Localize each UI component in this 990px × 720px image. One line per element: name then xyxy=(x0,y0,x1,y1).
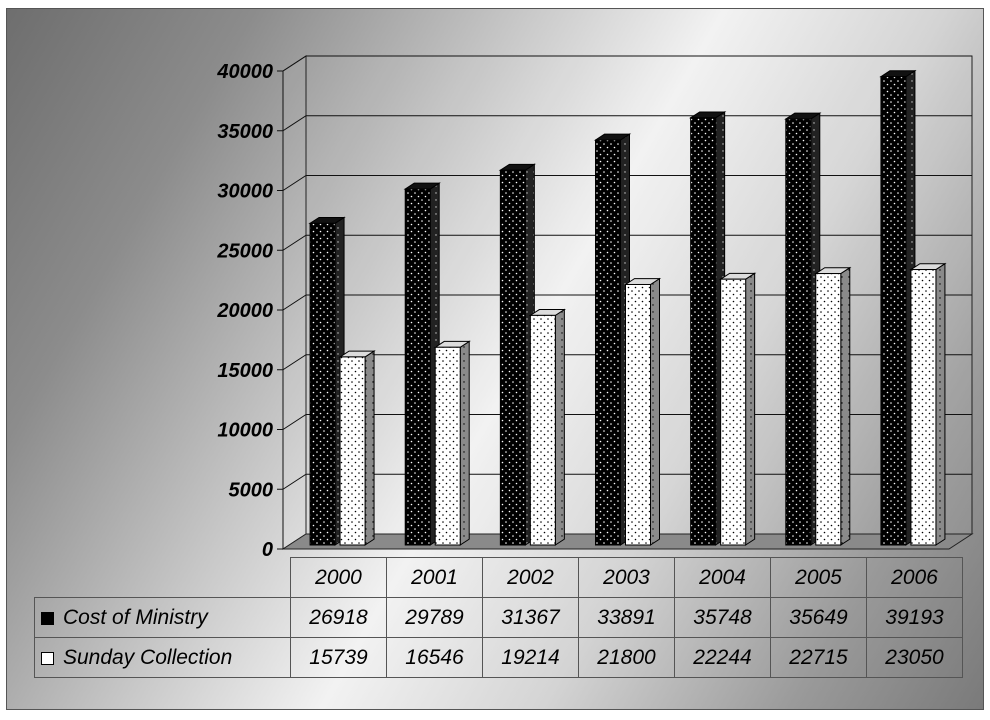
value-cell: 35649 xyxy=(770,597,867,638)
bar xyxy=(784,112,822,546)
bar-front xyxy=(625,283,651,546)
legend-swatch-light xyxy=(41,651,54,665)
year-cell: 2005 xyxy=(770,557,867,598)
gridline xyxy=(282,55,972,72)
bar-side xyxy=(364,350,375,546)
legend-sunday-collection: Sunday Collection xyxy=(34,637,291,678)
series-label: Cost of Ministry xyxy=(63,605,208,629)
gridline xyxy=(282,175,972,191)
year-cell: 2003 xyxy=(578,557,675,598)
value-cell: 22715 xyxy=(770,637,867,678)
year-cell: 2006 xyxy=(866,557,963,598)
bar-chart: 0 5000 10000 15000 20000 25000 30000 35000 40000 xyxy=(216,55,974,561)
y-tick-label: 25000 xyxy=(216,240,273,262)
bar-side xyxy=(935,262,946,546)
bar-front xyxy=(880,76,907,546)
bar xyxy=(623,277,662,546)
bar-side xyxy=(840,266,851,546)
value-cell: 16546 xyxy=(386,637,483,678)
table-corner xyxy=(35,558,291,598)
data-table: 2000 2001 2002 2003 2004 2005 2006 Cost … xyxy=(34,557,963,678)
bar-front xyxy=(720,278,747,546)
bar-front xyxy=(309,222,336,546)
table-row-sunday: Sunday Collection 15739 16546 19214 2180… xyxy=(34,637,963,678)
y-axis: 0 5000 10000 15000 20000 25000 30000 35000 40000 xyxy=(216,61,284,561)
year-cell: 2002 xyxy=(482,557,579,598)
bar xyxy=(403,182,441,546)
bar xyxy=(688,111,727,546)
bar xyxy=(498,163,537,546)
value-cell: 29789 xyxy=(386,597,483,638)
bar-side xyxy=(745,272,756,546)
bar-side xyxy=(459,340,470,546)
y-tick-label: 35000 xyxy=(217,121,273,143)
y-tick-label: 20000 xyxy=(216,300,273,322)
bar xyxy=(879,69,917,546)
table-row-cost: Cost of Ministry 26918 29789 31367 33891… xyxy=(34,597,963,638)
y-tick-label: 0 xyxy=(262,539,273,561)
bar xyxy=(338,350,376,546)
bar xyxy=(433,340,471,546)
year-cell: 2004 xyxy=(674,557,771,598)
bar-front xyxy=(339,356,366,546)
value-cell: 26918 xyxy=(290,597,387,638)
value-cell: 21800 xyxy=(578,637,675,678)
value-cell: 33891 xyxy=(578,597,675,638)
bars xyxy=(308,69,947,546)
y-tick-label: 30000 xyxy=(217,181,273,203)
value-cell: 19214 xyxy=(482,637,579,678)
bar-front xyxy=(434,346,461,546)
bar-front xyxy=(910,269,937,546)
bar xyxy=(909,262,947,546)
bar-side xyxy=(554,308,565,546)
series-label: Sunday Collection xyxy=(63,645,233,669)
y-tick-label: 5000 xyxy=(229,479,274,501)
bar xyxy=(593,133,632,546)
y-tick-label: 15000 xyxy=(217,360,273,382)
bar-front xyxy=(690,117,717,546)
value-cell: 39193 xyxy=(866,597,963,638)
bar xyxy=(528,308,567,546)
value-cell: 31367 xyxy=(482,597,579,638)
year-cell: 2000 xyxy=(290,557,387,598)
year-cell: 2001 xyxy=(386,557,483,598)
legend-cost-of-ministry: Cost of Ministry xyxy=(34,597,291,638)
bar-side xyxy=(650,277,660,546)
gridline xyxy=(282,115,972,132)
value-cell: 22244 xyxy=(674,637,771,678)
value-cell: 23050 xyxy=(866,637,963,678)
gridline xyxy=(282,234,972,251)
bar-front xyxy=(815,273,842,546)
table-header-row: 2000 2001 2002 2003 2004 2005 2006 xyxy=(35,557,963,598)
bar-front xyxy=(529,314,556,546)
value-cell: 15739 xyxy=(290,637,387,678)
value-cell: 35748 xyxy=(674,597,771,638)
bar xyxy=(308,216,346,546)
chart-frame: 0 5000 10000 15000 20000 25000 30000 35000 40000… xyxy=(6,8,984,710)
bar-front xyxy=(595,139,621,546)
y-tick-label: 10000 xyxy=(217,420,273,442)
bar-front xyxy=(404,188,431,546)
bar-front xyxy=(785,118,812,546)
bar xyxy=(814,266,852,546)
y-tick-label: 40000 xyxy=(216,61,273,83)
legend-swatch-dark xyxy=(41,611,54,625)
bar-front xyxy=(499,169,526,546)
bar xyxy=(718,272,757,546)
